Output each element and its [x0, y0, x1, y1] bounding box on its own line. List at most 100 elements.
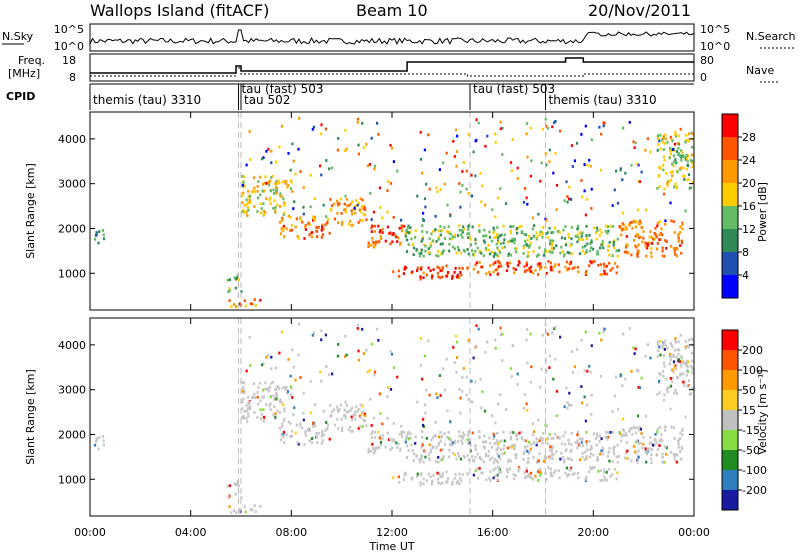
- velocity-echo-cell: [351, 418, 354, 422]
- power-echo-cell: [563, 254, 566, 258]
- power-echo-cell: [353, 206, 356, 210]
- power-echo-cell: [309, 205, 312, 209]
- velocity-echo-cell: [669, 358, 672, 362]
- power-echo-cell: [549, 239, 552, 243]
- velocity-echo-cell: [545, 330, 548, 334]
- power-echo-cell: [496, 272, 499, 276]
- power-echo-cell: [592, 226, 596, 230]
- velocity-echo-cell: [592, 432, 596, 436]
- velocity-echo-cell: [467, 438, 470, 441]
- power-echo-cell: [414, 229, 417, 233]
- power-echo-cell: [420, 239, 423, 243]
- velocity-echo-cell: [576, 446, 579, 450]
- velocity-echo-cell: [304, 434, 307, 437]
- velocity-echo-cell: [677, 352, 680, 356]
- velocity-echo-cell: [324, 333, 327, 337]
- power-echo-cell: [687, 154, 690, 158]
- velocity-echo-cell: [330, 414, 333, 417]
- power-echo-cell: [252, 189, 255, 193]
- power-echo-cell: [361, 219, 364, 222]
- power-echo-cell: [439, 225, 442, 228]
- velocity-echo-cell: [671, 368, 674, 372]
- velocity-echo-cell: [344, 400, 347, 404]
- velocity-echo-cell: [621, 384, 624, 388]
- velocity-echo-cell: [403, 473, 406, 477]
- power-echo-cell: [507, 252, 510, 256]
- power-echo-cell: [563, 199, 566, 203]
- power-echo-cell: [403, 224, 406, 228]
- velocity-echo-cell: [374, 449, 377, 453]
- power-echo-cell: [599, 273, 602, 276]
- velocity-echo-cell: [687, 345, 690, 349]
- power-echo-cell: [506, 264, 510, 268]
- velocity-echo-cell: [302, 418, 305, 422]
- power-echo-cell: [325, 159, 328, 162]
- power-echo-cell: [359, 218, 362, 222]
- power-echo-cell: [389, 231, 392, 235]
- velocity-echo-cell: [294, 431, 297, 435]
- power-echo-cell: [507, 254, 510, 257]
- velocity-echo-cell: [514, 474, 517, 477]
- power-echo-cell: [236, 274, 239, 277]
- velocity-echo-cell: [644, 450, 647, 454]
- power-echo-cell: [486, 134, 489, 138]
- velocity-echo-cell: [251, 508, 254, 512]
- power-echo-cell: [293, 200, 296, 204]
- power-echo-cell: [321, 223, 324, 227]
- velocity-echo-cell: [564, 431, 567, 434]
- velocity-echo-cell: [472, 356, 475, 360]
- power-echo-cell: [631, 226, 634, 230]
- velocity-echo-cell: [278, 351, 281, 355]
- power-echo-cell: [681, 154, 684, 157]
- velocity-echo-cell: [405, 456, 409, 459]
- velocity-echo-cell: [665, 377, 668, 381]
- power-echo-cell: [514, 268, 517, 271]
- power-echo-cell: [430, 232, 433, 236]
- power-echo-cell: [102, 237, 106, 241]
- power-echo-cell: [452, 140, 455, 143]
- power-echo-cell: [228, 289, 231, 292]
- velocity-echo-cell: [585, 443, 589, 447]
- velocity-echo-cell: [461, 389, 464, 393]
- velocity-echo-cell: [422, 460, 425, 464]
- power-echo-cell: [537, 212, 540, 216]
- power-echo-cell: [344, 149, 347, 152]
- velocity-echo-cell: [516, 433, 519, 436]
- velocity-echo-cell: [247, 401, 250, 405]
- velocity-echo-cell: [368, 369, 371, 372]
- velocity-echo-cell: [322, 433, 325, 437]
- velocity-echo-cell: [616, 407, 620, 411]
- power-echo-cell: [534, 268, 537, 272]
- power-echo-cell: [315, 230, 319, 233]
- power-echo-cell: [439, 269, 442, 273]
- velocity-echo-cell: [448, 455, 451, 459]
- power-echo-cell: [381, 216, 384, 220]
- power-echo-cell: [531, 271, 534, 275]
- velocity-echo-cell: [590, 393, 593, 397]
- velocity-echo-cell: [668, 355, 672, 358]
- velocity-echo-cell: [292, 413, 295, 416]
- velocity-echo-cell: [549, 448, 552, 452]
- velocity-echo-cell: [412, 459, 415, 462]
- velocity-echo-cell: [589, 455, 592, 459]
- power-echo-cell: [278, 194, 281, 197]
- power-echo-cell: [674, 134, 678, 138]
- power-echo-cell: [523, 232, 526, 236]
- velocity-echo-cell: [673, 437, 676, 440]
- velocity-echo-cell: [386, 431, 389, 435]
- velocity-echo-cell: [511, 344, 514, 347]
- velocity-echo-cell: [314, 424, 317, 427]
- power-echo-cell: [683, 174, 686, 178]
- power-echo-cell: [648, 235, 651, 239]
- power-echo-cell: [661, 249, 664, 253]
- power-echo-cell: [357, 152, 360, 156]
- velocity-echo-cell: [677, 442, 680, 446]
- power-echo-cell: [629, 221, 632, 225]
- power-echo-cell: [234, 305, 238, 309]
- velocity-echo-cell: [589, 370, 592, 374]
- power-echo-cell: [512, 267, 515, 270]
- power-echo-cell: [555, 183, 559, 187]
- power-echo-cell: [242, 181, 245, 184]
- power-echo-cell: [297, 147, 300, 151]
